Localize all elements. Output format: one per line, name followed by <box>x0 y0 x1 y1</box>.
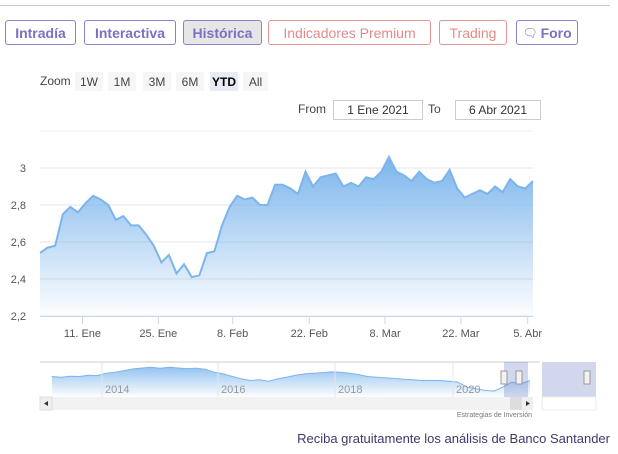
scrollbar-extension <box>541 396 597 411</box>
x-tick-label: 25. Ene <box>139 328 177 340</box>
y-tick-label: 3 <box>20 163 26 175</box>
zoom-ytd-button[interactable]: YTD <box>210 72 238 91</box>
zoom-label: Zoom <box>40 74 71 88</box>
to-label: To <box>428 102 441 116</box>
y-tick-label: 2,8 <box>11 200 26 212</box>
arrow-left-icon <box>44 401 48 406</box>
to-date-input[interactable]: 6 Abr 2021 <box>455 100 541 120</box>
navigator-tick-label: 2018 <box>338 384 362 396</box>
tab-label: Trading <box>449 24 497 41</box>
tab-foro[interactable]: 🗨 Foro <box>516 20 578 45</box>
tab-label: Foro <box>540 24 572 41</box>
zoom-all-button[interactable]: All <box>243 72 268 91</box>
navigator-handle[interactable] <box>500 370 508 385</box>
credit-text[interactable]: Estrategias de Inversión <box>456 412 532 419</box>
zoom-1m-button[interactable]: 1M <box>108 72 136 91</box>
footer-link[interactable]: Reciba gratuitamente los análisis de Ban… <box>297 431 610 446</box>
tab-intradía[interactable]: Intradía <box>5 20 76 45</box>
arrow-right-icon <box>526 401 530 406</box>
tab-label: Interactiva <box>94 24 166 41</box>
tab-label: Intradía <box>15 24 66 41</box>
navigator-handle[interactable] <box>515 370 523 385</box>
navigator-tick-label: 2016 <box>221 384 245 396</box>
navigator-tick-label: 2020 <box>456 384 480 396</box>
tab-trading[interactable]: Trading <box>439 20 507 45</box>
tab-histórica[interactable]: Histórica <box>183 20 262 45</box>
y-tick-label: 2,6 <box>11 237 26 249</box>
zoom-3m-button[interactable]: 3M <box>143 72 171 91</box>
price-line <box>39 154 534 279</box>
from-date-input[interactable]: 1 Ene 2021 <box>333 100 423 120</box>
top-divider <box>0 5 610 6</box>
tab-label: Histórica <box>192 24 253 41</box>
x-tick-label: 11. Ene <box>64 328 101 340</box>
navigator-area <box>52 367 530 397</box>
x-tick-label: 5. Abr <box>513 328 542 340</box>
zoom-6m-button[interactable]: 6M <box>176 72 204 91</box>
from-label: From <box>298 102 326 116</box>
tab-indicadores-premium[interactable]: Indicadores Premium <box>268 20 431 45</box>
price-area <box>40 156 533 316</box>
scrollbar-thumb[interactable] <box>510 397 522 410</box>
y-tick-label: 2,4 <box>11 274 26 286</box>
tab-interactiva[interactable]: Interactiva <box>84 20 176 45</box>
x-tick-label: 22. Feb <box>291 328 328 340</box>
navigator-line <box>51 366 531 392</box>
chat-bubble-icon: 🗨 <box>522 25 538 40</box>
scrollbar-track[interactable] <box>40 397 533 410</box>
x-tick-label: 8. Feb <box>217 328 248 340</box>
tab-label: Indicadores Premium <box>283 24 416 41</box>
x-tick-label: 8. Mar <box>370 328 402 340</box>
zoom-1w-button[interactable]: 1W <box>75 72 103 91</box>
x-tick-label: 22. Mar <box>442 328 480 340</box>
navigator-handle[interactable] <box>583 370 591 385</box>
y-tick-label: 2,2 <box>11 311 26 323</box>
navigator-tick-label: 2014 <box>105 384 129 396</box>
